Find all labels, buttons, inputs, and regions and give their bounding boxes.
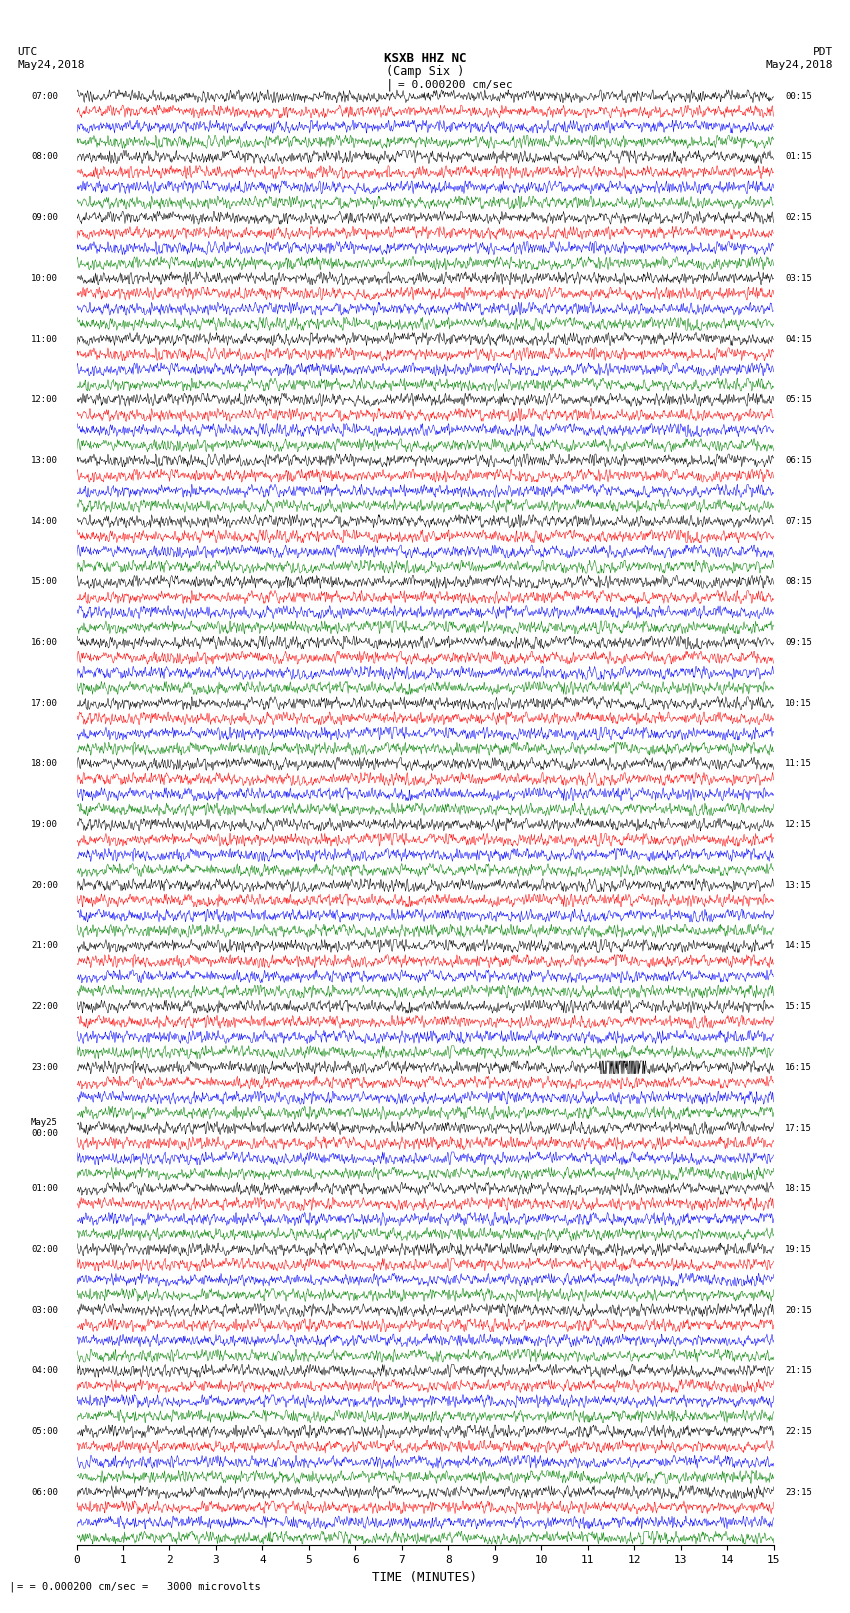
Text: 22:15: 22:15 <box>785 1428 812 1436</box>
Text: 15:15: 15:15 <box>785 1002 812 1011</box>
Text: 09:00: 09:00 <box>31 213 58 223</box>
Text: 10:15: 10:15 <box>785 698 812 708</box>
Text: 08:00: 08:00 <box>31 153 58 161</box>
Text: 12:15: 12:15 <box>785 819 812 829</box>
Text: 03:00: 03:00 <box>31 1305 58 1315</box>
Text: 13:00: 13:00 <box>31 456 58 465</box>
Text: 01:15: 01:15 <box>785 153 812 161</box>
Text: 02:15: 02:15 <box>785 213 812 223</box>
Text: 13:15: 13:15 <box>785 881 812 890</box>
Text: 08:15: 08:15 <box>785 577 812 586</box>
Text: 21:00: 21:00 <box>31 942 58 950</box>
Text: 05:15: 05:15 <box>785 395 812 405</box>
Text: 14:15: 14:15 <box>785 942 812 950</box>
Text: 17:00: 17:00 <box>31 698 58 708</box>
Text: UTC: UTC <box>17 47 37 56</box>
Text: (Camp Six ): (Camp Six ) <box>386 65 464 79</box>
Text: = 0.000200 cm/sec: = 0.000200 cm/sec <box>398 79 513 90</box>
Text: 01:00: 01:00 <box>31 1184 58 1194</box>
Text: 10:00: 10:00 <box>31 274 58 282</box>
Text: 23:00: 23:00 <box>31 1063 58 1071</box>
Text: 00:15: 00:15 <box>785 92 812 100</box>
Text: 22:00: 22:00 <box>31 1002 58 1011</box>
Text: PDT: PDT <box>813 47 833 56</box>
Text: 04:00: 04:00 <box>31 1366 58 1376</box>
Text: 11:00: 11:00 <box>31 334 58 344</box>
Text: 06:00: 06:00 <box>31 1487 58 1497</box>
Text: 05:00: 05:00 <box>31 1428 58 1436</box>
Text: |: | <box>8 1582 15 1592</box>
Text: 03:15: 03:15 <box>785 274 812 282</box>
Text: 21:15: 21:15 <box>785 1366 812 1376</box>
Text: 18:00: 18:00 <box>31 760 58 768</box>
Text: 19:00: 19:00 <box>31 819 58 829</box>
Text: 07:00: 07:00 <box>31 92 58 100</box>
Text: 17:15: 17:15 <box>785 1124 812 1132</box>
Text: 15:00: 15:00 <box>31 577 58 586</box>
Text: 20:15: 20:15 <box>785 1305 812 1315</box>
Text: May24,2018: May24,2018 <box>17 60 84 69</box>
Text: 02:00: 02:00 <box>31 1245 58 1253</box>
Text: KSXB HHZ NC: KSXB HHZ NC <box>383 52 467 66</box>
Text: 11:15: 11:15 <box>785 760 812 768</box>
Text: May24,2018: May24,2018 <box>766 60 833 69</box>
Text: |: | <box>386 77 393 92</box>
Text: 07:15: 07:15 <box>785 516 812 526</box>
Text: 20:00: 20:00 <box>31 881 58 890</box>
Text: 12:00: 12:00 <box>31 395 58 405</box>
Text: 09:15: 09:15 <box>785 639 812 647</box>
Text: = = 0.000200 cm/sec =   3000 microvolts: = = 0.000200 cm/sec = 3000 microvolts <box>17 1582 261 1592</box>
Text: 04:15: 04:15 <box>785 334 812 344</box>
Text: 14:00: 14:00 <box>31 516 58 526</box>
Text: May25
00:00: May25 00:00 <box>31 1118 58 1137</box>
Text: 16:15: 16:15 <box>785 1063 812 1071</box>
Text: 23:15: 23:15 <box>785 1487 812 1497</box>
Text: 18:15: 18:15 <box>785 1184 812 1194</box>
Text: 16:00: 16:00 <box>31 639 58 647</box>
Text: 06:15: 06:15 <box>785 456 812 465</box>
Text: 19:15: 19:15 <box>785 1245 812 1253</box>
X-axis label: TIME (MINUTES): TIME (MINUTES) <box>372 1571 478 1584</box>
